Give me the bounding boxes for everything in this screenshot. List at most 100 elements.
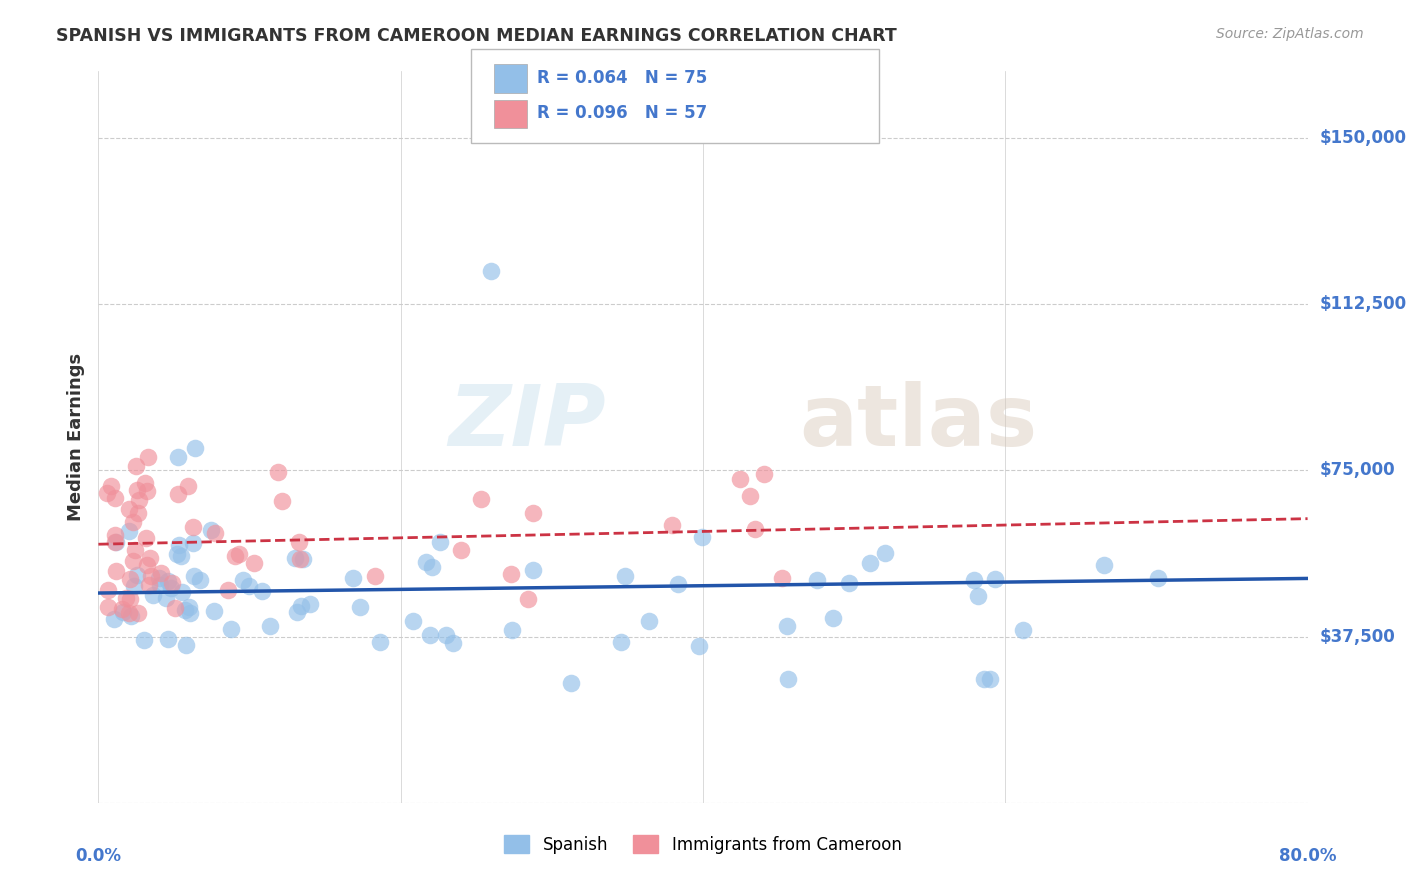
Point: [181, 535, 204, 549]
Text: ZIP: ZIP: [449, 381, 606, 464]
Text: Source: ZipAtlas.com: Source: ZipAtlas.com: [1216, 27, 1364, 41]
Point: [217, 582, 239, 597]
Text: atlas: atlas: [800, 381, 1038, 464]
Point: [973, 672, 995, 686]
Point: [184, 441, 207, 455]
Point: [118, 572, 141, 586]
Y-axis label: Median Earnings: Median Earnings: [66, 353, 84, 521]
Point: [166, 547, 188, 561]
Point: [259, 619, 281, 633]
Text: $37,500: $37,500: [1320, 628, 1395, 646]
Text: $112,500: $112,500: [1320, 295, 1406, 313]
Point: [250, 584, 273, 599]
Point: [499, 567, 522, 582]
Point: [284, 550, 307, 565]
Point: [436, 628, 458, 642]
Point: [111, 605, 134, 619]
Point: [188, 573, 211, 587]
Point: [163, 600, 186, 615]
Point: [167, 538, 190, 552]
Point: [441, 636, 464, 650]
Point: [963, 574, 986, 588]
Point: [124, 542, 146, 557]
Point: [120, 609, 142, 624]
Point: [730, 472, 752, 486]
Point: [778, 672, 800, 686]
Point: [228, 547, 250, 561]
Point: [120, 591, 142, 606]
Point: [1012, 623, 1035, 637]
Point: [420, 560, 443, 574]
Point: [100, 478, 122, 492]
Point: [136, 558, 159, 572]
Point: [96, 486, 118, 500]
Point: [479, 264, 502, 278]
Point: [967, 590, 990, 604]
Text: R = 0.064   N = 75: R = 0.064 N = 75: [537, 69, 707, 87]
Point: [103, 612, 125, 626]
Point: [111, 602, 134, 616]
Point: [136, 484, 159, 499]
Point: [690, 530, 713, 544]
Point: [291, 551, 314, 566]
Text: R = 0.096   N = 57: R = 0.096 N = 57: [537, 104, 707, 122]
Point: [127, 568, 149, 582]
Point: [200, 524, 222, 538]
Point: [172, 585, 194, 599]
Point: [121, 516, 143, 530]
Point: [105, 564, 128, 578]
Point: [155, 591, 177, 605]
Point: [1147, 571, 1170, 585]
Point: [128, 493, 150, 508]
Point: [238, 579, 260, 593]
Point: [838, 575, 860, 590]
Point: [288, 534, 311, 549]
Point: [142, 588, 165, 602]
Point: [1092, 558, 1115, 572]
Point: [823, 611, 845, 625]
Point: [149, 578, 172, 592]
Point: [202, 604, 225, 618]
Point: [179, 599, 201, 614]
Point: [183, 569, 205, 583]
Point: [806, 573, 828, 587]
Point: [104, 535, 127, 549]
Point: [419, 628, 441, 642]
Point: [97, 599, 120, 614]
Point: [298, 597, 321, 611]
Point: [342, 570, 364, 584]
Text: 80.0%: 80.0%: [1279, 847, 1336, 864]
Point: [169, 549, 191, 564]
Point: [177, 479, 200, 493]
Point: [115, 591, 138, 605]
Point: [148, 571, 170, 585]
Point: [470, 492, 492, 507]
Point: [979, 672, 1001, 686]
Point: [104, 535, 127, 549]
Text: 0.0%: 0.0%: [76, 847, 121, 864]
Point: [139, 569, 162, 583]
Point: [522, 564, 544, 578]
Point: [179, 606, 201, 620]
Point: [174, 638, 197, 652]
Point: [104, 491, 127, 505]
Point: [167, 450, 190, 464]
Text: $150,000: $150,000: [1320, 128, 1406, 147]
Point: [450, 542, 472, 557]
Point: [125, 458, 148, 473]
Point: [288, 551, 311, 566]
Point: [875, 546, 897, 560]
Point: [772, 571, 794, 585]
Point: [610, 635, 633, 649]
Point: [232, 573, 254, 587]
Point: [637, 614, 659, 628]
Point: [522, 506, 544, 520]
Point: [134, 632, 156, 647]
Text: SPANISH VS IMMIGRANTS FROM CAMEROON MEDIAN EARNINGS CORRELATION CHART: SPANISH VS IMMIGRANTS FROM CAMEROON MEDI…: [56, 27, 897, 45]
Point: [118, 502, 141, 516]
Legend: Spanish, Immigrants from Cameroon: Spanish, Immigrants from Cameroon: [498, 829, 908, 860]
Point: [167, 486, 190, 500]
Point: [402, 615, 425, 629]
Point: [363, 569, 385, 583]
Point: [267, 465, 290, 479]
